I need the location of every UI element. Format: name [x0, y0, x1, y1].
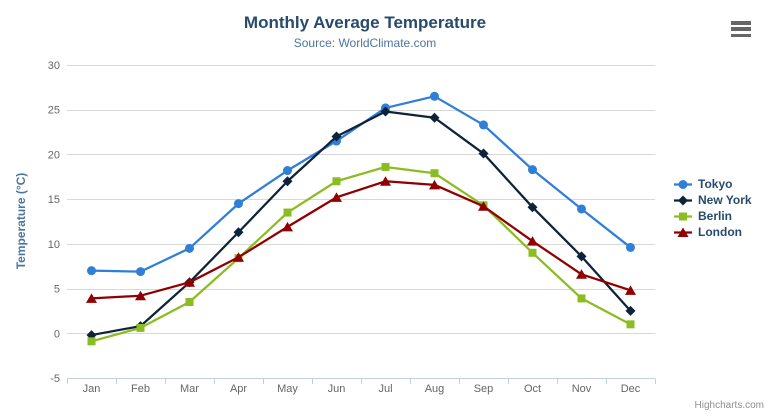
square-icon [674, 212, 692, 220]
y-axis-label: 30 [48, 60, 60, 72]
london-data-point[interactable] [86, 293, 97, 303]
legend: Tokyo New York Berlin London [672, 176, 752, 240]
x-axis-label: Apr [230, 383, 247, 395]
x-axis-label: Aug [425, 383, 445, 395]
tokyo-data-point[interactable] [185, 243, 194, 253]
new-york-data-point[interactable] [576, 251, 587, 262]
y-axis-label: 20 [48, 149, 60, 161]
series-tokyo [87, 91, 635, 277]
series-london [86, 176, 636, 303]
x-axis-label: Jan [83, 383, 101, 395]
diamond-icon [674, 195, 692, 205]
tokyo-data-point[interactable] [430, 91, 439, 101]
london-data-point[interactable] [184, 277, 195, 287]
tokyo-data-point[interactable] [626, 242, 635, 252]
legend-item-berlin[interactable]: Berlin [672, 208, 752, 224]
y-axis-title: Temperature (°C) [14, 172, 28, 270]
y-axis-label: -5 [50, 373, 60, 385]
tokyo-data-point[interactable] [283, 166, 292, 176]
berlin-data-point[interactable] [87, 337, 96, 346]
new-york-data-point[interactable] [429, 112, 440, 123]
series-new-york [86, 106, 636, 341]
diamond-icon [678, 195, 688, 205]
x-axis-label: Jul [378, 383, 392, 395]
y-axis-label: 25 [48, 105, 60, 117]
london-data-point[interactable] [576, 269, 587, 279]
london-data-point[interactable] [135, 290, 146, 301]
legend-label: Tokyo [698, 177, 733, 191]
new-york-data-point[interactable] [233, 227, 244, 238]
context-menu-button[interactable] [731, 21, 751, 37]
berlin-data-point[interactable] [283, 208, 292, 217]
x-axis-label: Nov [572, 383, 592, 395]
x-axis-label: Mar [180, 383, 199, 395]
series-line-berlin[interactable] [90, 165, 632, 343]
london-data-point[interactable] [478, 201, 489, 211]
berlin-data-point[interactable] [332, 177, 341, 186]
x-axis-label: May [277, 383, 298, 395]
x-axis-label: Jun [328, 383, 346, 395]
london-data-point[interactable] [429, 179, 440, 190]
y-axis-label: 5 [54, 284, 60, 296]
new-york-data-point[interactable] [527, 202, 538, 213]
new-york-data-point[interactable] [282, 176, 293, 187]
highcharts-credit[interactable]: Highcharts.com [694, 400, 764, 411]
new-york-data-point[interactable] [625, 305, 636, 316]
x-axis-label: Dec [621, 383, 641, 395]
series-line-new-york[interactable] [90, 110, 632, 337]
hamburger-icon [731, 27, 751, 31]
circle-icon [678, 179, 688, 189]
hamburger-icon [731, 21, 751, 25]
new-york-data-point[interactable] [478, 148, 489, 159]
triangle-icon [677, 227, 689, 237]
square-icon [679, 212, 687, 220]
legend-label: Berlin [698, 209, 733, 223]
y-axis-label: 0 [54, 328, 60, 340]
legend-label: New York [698, 193, 752, 207]
london-data-point[interactable] [331, 192, 342, 202]
series-line-tokyo[interactable] [90, 95, 632, 273]
london-data-point[interactable] [527, 236, 538, 246]
berlin-data-point[interactable] [136, 323, 145, 332]
berlin-data-point[interactable] [185, 297, 194, 306]
london-data-point[interactable] [380, 176, 391, 186]
x-axis-label: Feb [131, 383, 150, 395]
tokyo-data-point[interactable] [479, 120, 488, 130]
tokyo-data-point[interactable] [87, 266, 96, 276]
london-data-point[interactable] [233, 252, 244, 262]
hamburger-icon [731, 33, 751, 37]
new-york-data-point[interactable] [380, 106, 391, 117]
y-axis-label: 10 [48, 239, 60, 251]
tokyo-data-point[interactable] [234, 199, 243, 209]
london-data-point[interactable] [282, 221, 293, 232]
london-data-point[interactable] [625, 285, 636, 295]
berlin-data-point[interactable] [430, 169, 439, 178]
chart-title: Monthly Average Temperature [243, 13, 487, 32]
triangle-icon [674, 227, 692, 237]
berlin-data-point[interactable] [577, 294, 586, 303]
circle-icon [674, 179, 692, 189]
x-axis-label: Oct [524, 383, 541, 395]
series-line-london[interactable] [90, 180, 632, 300]
berlin-data-point[interactable] [626, 320, 635, 329]
chart-subtitle: Source: WorldClimate.com [293, 36, 437, 50]
legend-label: London [698, 225, 742, 239]
legend-item-tokyo[interactable]: Tokyo [672, 176, 752, 192]
tokyo-data-point[interactable] [528, 165, 537, 175]
new-york-data-point[interactable] [331, 131, 342, 142]
legend-item-new-york[interactable]: New York [672, 192, 752, 208]
tokyo-data-point[interactable] [136, 267, 145, 277]
legend-item-london[interactable]: London [672, 224, 752, 240]
y-axis-label: 15 [48, 194, 60, 206]
tokyo-data-point[interactable] [577, 204, 586, 214]
berlin-data-point[interactable] [381, 162, 390, 171]
berlin-data-point[interactable] [528, 248, 537, 257]
x-axis-label: Sep [474, 383, 494, 395]
